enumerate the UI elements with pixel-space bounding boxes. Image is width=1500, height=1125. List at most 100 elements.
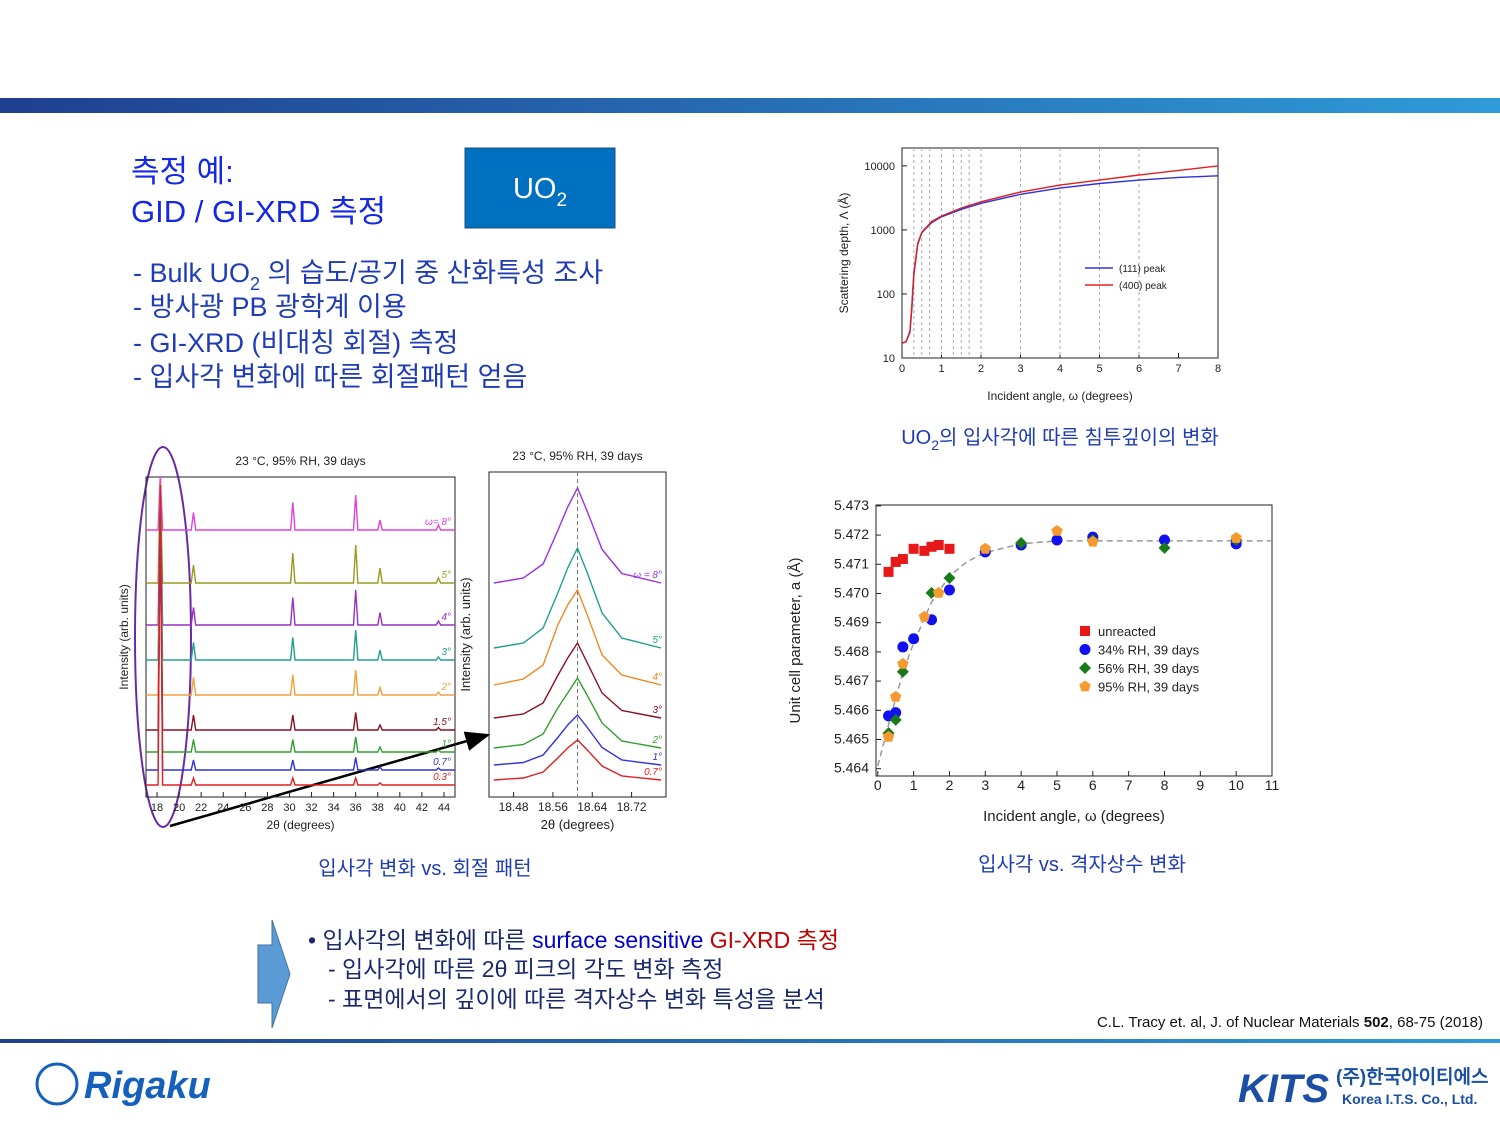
marker: [933, 586, 945, 598]
legend-label: (400) peak: [1119, 281, 1168, 292]
series-line: [493, 713, 662, 766]
heading: 측정 예:: [131, 154, 234, 189]
marker: [889, 713, 902, 726]
bullet: - GI-XRD (비대칭 회절) 측정: [133, 328, 458, 358]
citation: C.L. Tracy et. al, J. of Nuclear Materia…: [1097, 1014, 1483, 1031]
series-line: [493, 546, 662, 649]
x-tick-label: 30: [283, 802, 295, 814]
marker: [1015, 536, 1028, 549]
summary: • 입사각의 변화에 따른 surface sensitive GI-XRD 측…: [308, 927, 839, 953]
x-tick-label: 18.56: [538, 800, 568, 814]
legend-label: 34% RH, 39 days: [1098, 643, 1200, 658]
bullet: - 방사광 PB 광학계 이용: [133, 292, 407, 322]
x-tick-label: 18.48: [499, 800, 529, 814]
x-tick-label: 18: [151, 802, 163, 814]
marker: [897, 554, 908, 565]
y-tick-label: 1000: [871, 225, 895, 237]
caption: 입사각 vs. 격자상수 변화: [978, 853, 1186, 876]
series-line: [493, 486, 662, 584]
trace-label: 1°: [652, 752, 662, 763]
marker: [896, 665, 909, 678]
marker: [1087, 535, 1099, 547]
summary: - 입사각에 따른 2θ 피크의 각도 변화 측정: [328, 956, 723, 982]
x-tick-label: 3: [1017, 363, 1023, 375]
caption: 입사각 변화 vs. 회절 패턴: [318, 857, 531, 880]
x-axis-label: 2θ (degrees): [266, 818, 334, 832]
series-line: [146, 484, 455, 786]
legend-label: unreacted: [1098, 624, 1156, 639]
y-tick-label: 5.468: [834, 643, 869, 659]
x-tick-label: 8: [1215, 363, 1221, 375]
marker: [1158, 541, 1171, 554]
series-line: [146, 477, 455, 531]
x-tick-label: 34: [327, 802, 339, 814]
x-tick-label: 4: [1017, 777, 1025, 793]
x-tick-label: 26: [239, 802, 251, 814]
x-tick-label: 6: [1136, 363, 1142, 375]
marker: [1051, 534, 1063, 546]
badge-text: UO2: [513, 173, 567, 211]
x-tick-label: 11: [1265, 777, 1280, 793]
logo-kits: KITS: [1238, 1067, 1329, 1111]
trace-label: ω = 8°: [633, 570, 662, 581]
y-tick-label: 5.469: [834, 614, 869, 630]
legend-swatch: [1079, 644, 1091, 655]
marker: [1158, 534, 1170, 546]
trace-label: 1.5°: [433, 717, 451, 728]
y-tick-label: 5.472: [834, 526, 869, 542]
marker: [979, 542, 991, 554]
x-tick-label: 2: [946, 777, 954, 793]
x-tick-label: 38: [372, 802, 384, 814]
legend-swatch: [1080, 626, 1090, 636]
marker: [943, 572, 956, 585]
heading: GID / GI-XRD 측정: [131, 194, 386, 229]
y-tick-label: 10000: [864, 161, 895, 173]
x-axis-label: Incident angle, ω (degrees): [987, 389, 1132, 403]
y-axis-label: Unit cell parameter, a (Å): [787, 558, 804, 724]
marker: [943, 584, 955, 596]
logo-mark: [35, 1062, 79, 1106]
logo-kr: (주)한국아이티에스: [1336, 1066, 1489, 1088]
x-tick-label: 32: [305, 802, 317, 814]
x-tick-label: 24: [217, 802, 229, 814]
marker: [883, 566, 894, 577]
fit-curve: [877, 540, 1272, 766]
trace-label: 2°: [651, 735, 662, 746]
x-tick-label: 22: [195, 802, 207, 814]
x-tick-label: 18.64: [577, 800, 607, 814]
marker: [933, 540, 944, 551]
y-tick-label: 5.470: [834, 584, 869, 600]
trace-label: 0.3°: [433, 772, 451, 783]
x-tick-label: 36: [350, 802, 362, 814]
x-tick-label: 28: [261, 802, 273, 814]
trace-label: 0.7°: [433, 757, 451, 768]
series-line: [146, 529, 455, 731]
y-axis-label: Scattering depth, Λ (Å): [836, 193, 851, 314]
x-axis-label: Incident angle, ω (degrees): [983, 808, 1165, 825]
legend-swatch: [1079, 680, 1091, 692]
plot-frame: [145, 476, 456, 798]
y-tick-label: 10: [883, 353, 895, 365]
marker: [897, 657, 909, 669]
x-tick-label: 0: [899, 363, 905, 375]
x-axis-label: 2θ (degrees): [541, 817, 615, 832]
series-line: [493, 676, 662, 749]
series-line: [146, 501, 455, 753]
x-tick-label: 7: [1125, 777, 1133, 793]
plot-frame: [875, 504, 1273, 777]
top-band: [0, 98, 1500, 113]
y-axis-label: Intensity (arb. units): [458, 577, 473, 691]
y-tick-label: 5.465: [834, 730, 869, 746]
series-line: [902, 165, 1218, 344]
arrow-shape: [257, 919, 291, 1029]
series-line: [493, 641, 662, 719]
marker: [1051, 525, 1063, 536]
trace-label: 5°: [652, 635, 662, 646]
x-tick-label: 5: [1096, 363, 1102, 375]
badge: [464, 147, 616, 229]
arrow: [169, 731, 491, 828]
bullet: - 입사각 변화에 따른 회절패턴 얻음: [133, 362, 527, 392]
series-line: [146, 499, 455, 626]
x-tick-label: 1: [910, 777, 918, 793]
